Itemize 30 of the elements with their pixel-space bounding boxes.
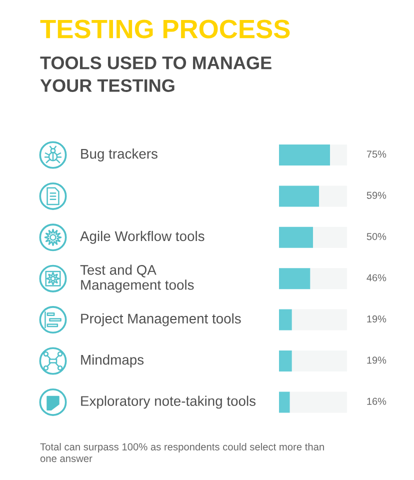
data-label: 46%: [366, 274, 386, 282]
data-label: 19%: [367, 356, 386, 364]
bar: [330, 144, 347, 166]
bar: [290, 392, 347, 413]
bar: [279, 350, 292, 372]
y-tick-label: Mindmaps: [81, 354, 144, 368]
bar: [279, 186, 320, 207]
y-tick-label: Agile Workflow tools: [80, 230, 204, 244]
bar: [313, 226, 347, 248]
text: Total can surpass 100% as respondents could select more than one answer: [40, 443, 324, 462]
bar: [292, 350, 347, 372]
bar: [279, 309, 292, 330]
bar: [292, 309, 347, 330]
bar: [279, 268, 310, 290]
y-tick-label: Test and QA Management tools: [80, 264, 194, 293]
bar: [279, 226, 313, 248]
y-tick-label: Bug trackers: [81, 148, 158, 162]
bar: [279, 144, 330, 166]
data-label: 16%: [367, 398, 386, 405]
bar: [279, 392, 290, 413]
y-tick-label: Exploratory note-taking tools: [81, 396, 256, 409]
data-label: 75%: [366, 150, 386, 158]
data-label: 59%: [366, 192, 386, 199]
bar: [319, 186, 347, 207]
data-label: 50%: [366, 233, 386, 240]
y-tick-label: Project Management tools: [81, 313, 241, 326]
bar: [310, 268, 347, 290]
chart-title: TESTING PROCESS: [40, 20, 290, 38]
data-label: 19%: [367, 315, 386, 322]
chart-subtitle: TOOLS USED TO MANAGE YOUR TESTING: [40, 56, 272, 92]
